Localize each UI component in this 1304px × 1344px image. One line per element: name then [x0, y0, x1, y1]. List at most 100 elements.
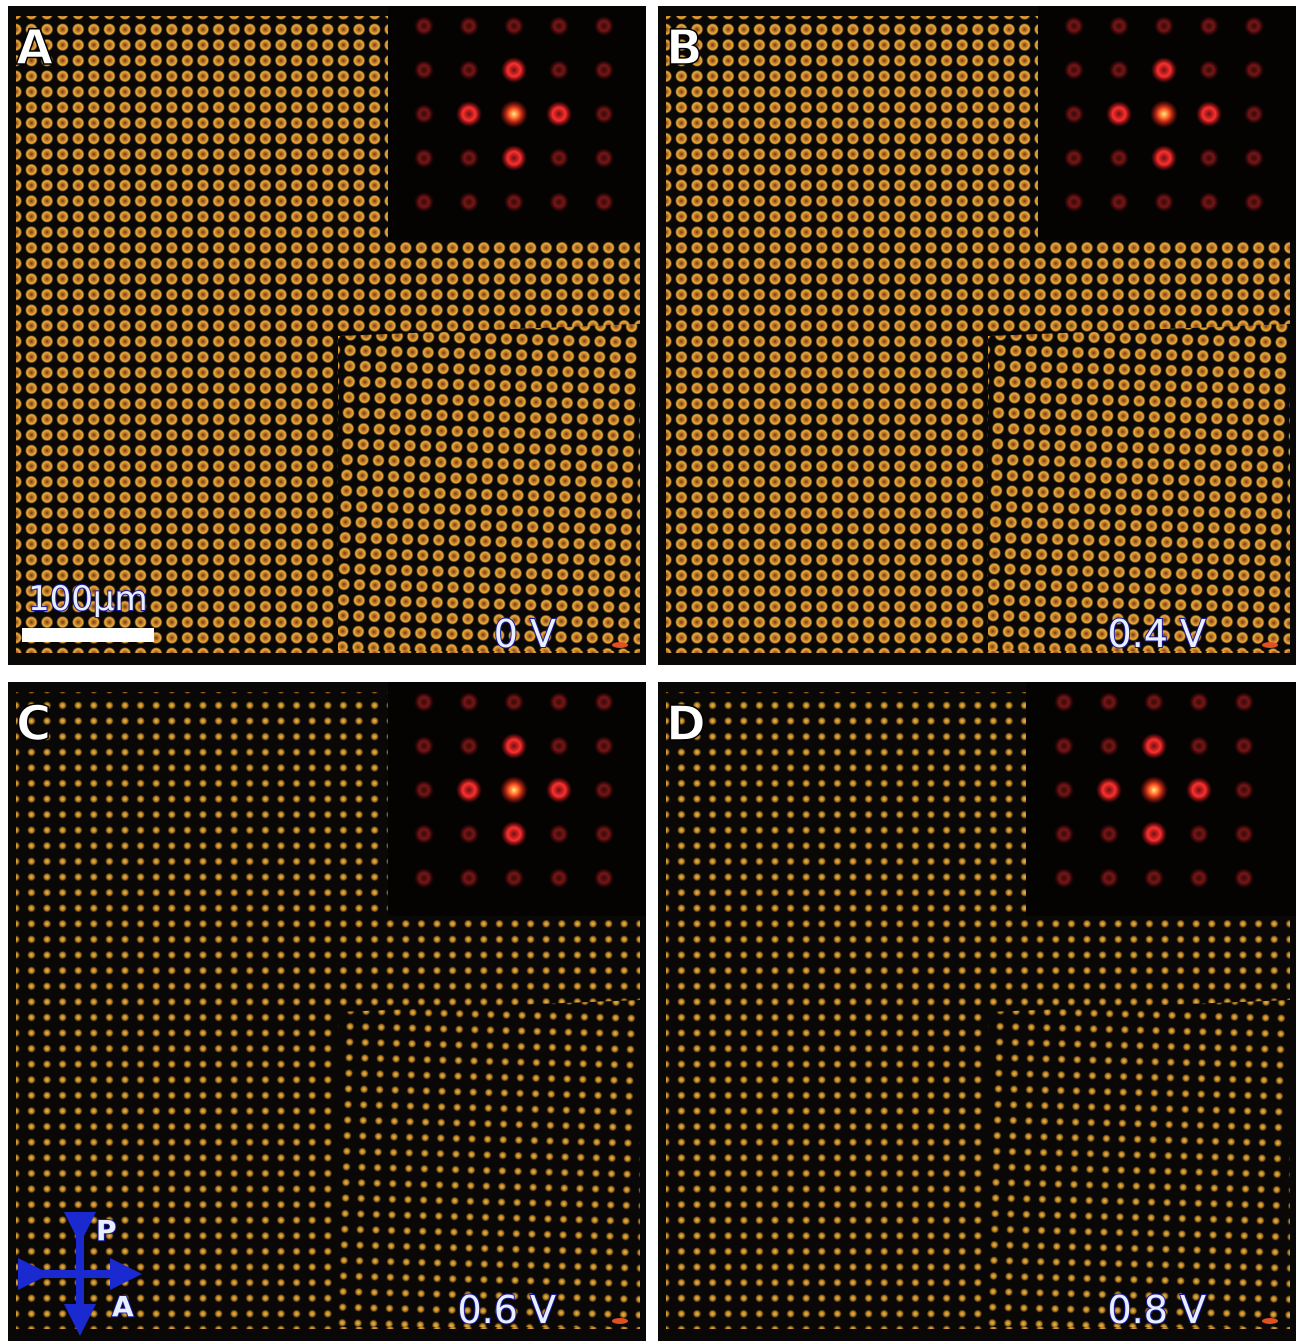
voltage-label: 0.6 V — [457, 1288, 556, 1332]
diffraction-spot — [1199, 148, 1219, 168]
diffraction-spot — [456, 777, 482, 803]
diffraction-spot — [549, 692, 569, 712]
diffraction-spot — [501, 733, 527, 759]
diffraction-spot — [1099, 736, 1119, 756]
diffraction-spot — [1151, 57, 1177, 83]
diffraction-spot — [1244, 148, 1264, 168]
diffraction-spot — [1099, 824, 1119, 844]
diffraction-spot — [414, 780, 434, 800]
lattice-domain — [988, 324, 1290, 651]
diffraction-spot — [414, 192, 434, 212]
diffraction-spot — [459, 868, 479, 888]
diffraction-spot — [414, 868, 434, 888]
diffraction-spot — [549, 736, 569, 756]
diffraction-spot — [1099, 868, 1119, 888]
diffraction-spot — [1109, 148, 1129, 168]
diffraction-spot — [549, 824, 569, 844]
defect — [612, 642, 628, 648]
diffraction-spot — [549, 60, 569, 80]
diffraction-spot — [1109, 60, 1129, 80]
diffraction-spot — [1144, 692, 1164, 712]
diffraction-spot — [459, 736, 479, 756]
diffraction-spot — [1150, 100, 1178, 128]
diffraction-spot — [1106, 101, 1132, 127]
diffraction-spot — [594, 148, 614, 168]
scale-bar-label: 100µm — [28, 579, 148, 619]
diffraction-spot — [1054, 780, 1074, 800]
diffraction-spot — [1109, 16, 1129, 36]
panel: B 0.4 V — [658, 6, 1296, 665]
diffraction-spot — [1109, 192, 1129, 212]
diffraction-spot — [1151, 145, 1177, 171]
diffraction-spot — [459, 824, 479, 844]
diffraction-spot — [459, 60, 479, 80]
diffraction-spot — [456, 101, 482, 127]
diffraction-spot — [1064, 60, 1084, 80]
diffraction-spot — [594, 104, 614, 124]
diffraction-spot — [1054, 868, 1074, 888]
diffraction-spot — [414, 736, 434, 756]
diffraction-spot — [1054, 824, 1074, 844]
diffraction-spot — [1199, 60, 1219, 80]
scale-bar — [22, 628, 154, 642]
diffraction-spot — [1141, 821, 1167, 847]
diffraction-spot — [549, 16, 569, 36]
diffraction-spot — [1054, 692, 1074, 712]
diffraction-spot — [500, 776, 528, 804]
diffraction-spot — [549, 148, 569, 168]
diffraction-spot — [1234, 824, 1254, 844]
diffraction-spot — [1186, 777, 1212, 803]
diffraction-spot — [1141, 733, 1167, 759]
diffraction-spot — [414, 824, 434, 844]
diffraction-spot — [594, 780, 614, 800]
diffraction-spot — [501, 821, 527, 847]
diffraction-spot — [1189, 736, 1209, 756]
diffraction-spot — [594, 692, 614, 712]
diffraction-spot — [504, 692, 524, 712]
defect — [612, 1318, 628, 1324]
diffraction-spot — [414, 16, 434, 36]
diffraction-spot — [459, 192, 479, 212]
diffraction-spot — [1154, 16, 1174, 36]
diffraction-spot — [1234, 692, 1254, 712]
diffraction-spot — [1234, 780, 1254, 800]
diffraction-spot — [1244, 16, 1264, 36]
voltage-label: 0.4 V — [1107, 612, 1206, 656]
diffraction-spot — [1189, 868, 1209, 888]
diffraction-spot — [459, 16, 479, 36]
diffraction-spot — [1189, 692, 1209, 712]
diffraction-spot — [1064, 148, 1084, 168]
diffraction-spot — [459, 148, 479, 168]
diffraction-spot — [594, 736, 614, 756]
lattice-domain — [988, 1000, 1290, 1327]
diffraction-spot — [1196, 101, 1222, 127]
diffraction-spot — [1189, 824, 1209, 844]
diffraction-spot — [1199, 192, 1219, 212]
diffraction-spot — [1099, 692, 1119, 712]
voltage-label: 0 V — [494, 612, 556, 656]
diffraction-spot — [546, 777, 572, 803]
diffraction-spot — [594, 16, 614, 36]
diffraction-spot — [546, 101, 572, 127]
diffraction-spot — [414, 692, 434, 712]
diffraction-spot — [501, 145, 527, 171]
panel: D0.8 V — [658, 682, 1296, 1341]
diffraction-spot — [1244, 60, 1264, 80]
panel-label: B — [666, 20, 703, 76]
diffraction-spot — [1144, 868, 1164, 888]
diffraction-spot — [594, 824, 614, 844]
diffraction-spot — [414, 60, 434, 80]
panel-label: C — [16, 696, 51, 752]
diffraction-spot — [549, 868, 569, 888]
lattice-domain — [338, 324, 640, 651]
diffraction-spot — [504, 192, 524, 212]
diffraction-spot — [501, 57, 527, 83]
defect — [1262, 1318, 1278, 1324]
panel-label: D — [666, 696, 706, 752]
diffraction-spot — [1234, 868, 1254, 888]
diffraction-spot — [1064, 16, 1084, 36]
diffraction-spot — [1054, 736, 1074, 756]
defect — [1262, 642, 1278, 648]
diffraction-spot — [1199, 16, 1219, 36]
